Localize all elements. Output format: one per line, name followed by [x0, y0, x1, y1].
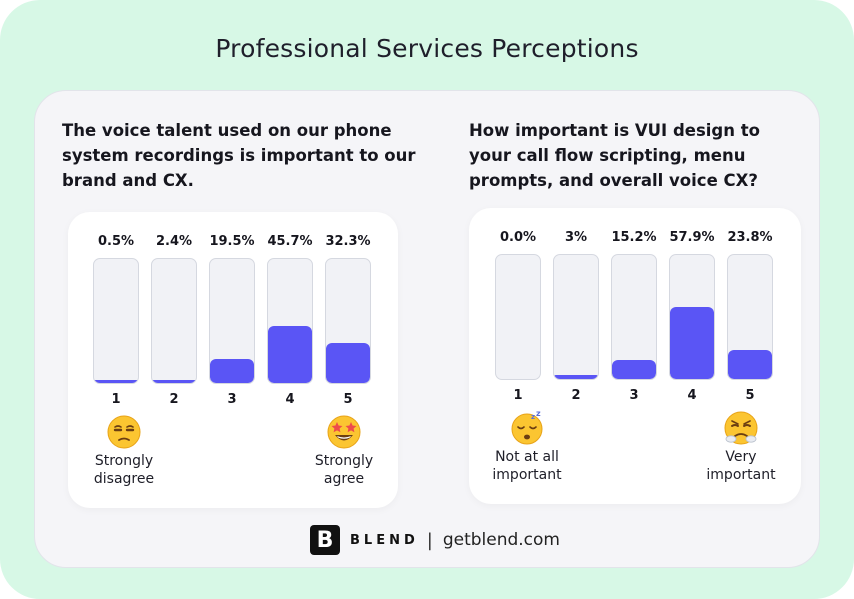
question-2-line: your call flow scripting, menu [469, 146, 746, 165]
bar [152, 380, 196, 383]
category-label: 2 [571, 388, 581, 403]
low-anchor-label: Not at all important [483, 448, 571, 484]
bar [94, 380, 138, 383]
high-anchor-label: Very important [697, 448, 785, 484]
category-label: 5 [745, 388, 755, 403]
category-label: 2 [169, 392, 179, 407]
category-label: 1 [111, 392, 121, 407]
category-label: 5 [343, 392, 353, 407]
question-1-line: The voice talent used on our phone [62, 121, 392, 140]
bar-value-label: 15.2% [611, 230, 657, 245]
category-label: 4 [687, 388, 697, 403]
bar-track [727, 254, 773, 380]
bar [210, 358, 254, 383]
question-1: The voice talent used on our phone syste… [62, 118, 416, 193]
page-title: Professional Services Perceptions [215, 34, 639, 63]
bar-value-label: 0.5% [97, 234, 135, 249]
bar-value-label: 19.5% [209, 234, 255, 249]
bar-value-label: 23.8% [727, 230, 773, 245]
bar [670, 307, 714, 379]
footer-separator: | [426, 529, 433, 551]
bar-track [553, 254, 599, 380]
high-anchor-line: agree [323, 471, 365, 487]
low-anchor-line: Not at all [495, 449, 559, 465]
bar-value-label: 45.7% [267, 234, 313, 249]
chart-panel-1: Strongly disagree Strongly agree 0.5% 1 2.… [68, 212, 398, 508]
bar [554, 375, 598, 379]
bar-value-label: 32.3% [325, 234, 371, 249]
unamused-face-icon [107, 415, 141, 449]
category-label: 3 [227, 392, 237, 407]
high-anchor-label: Strongly agree [306, 452, 382, 488]
bar-track [267, 258, 313, 384]
brand-name: BLEND [350, 532, 419, 548]
bar-value-label: 57.9% [669, 230, 715, 245]
category-label: 3 [629, 388, 639, 403]
bar-value-label: 2.4% [155, 234, 193, 249]
bar-track [325, 258, 371, 384]
category-label: 1 [513, 388, 523, 403]
question-2-line: prompts, and overall voice CX? [469, 171, 758, 190]
high-anchor-line: Very [725, 449, 757, 465]
category-label: 4 [285, 392, 295, 407]
sleeping-face-icon: z z [511, 410, 543, 445]
bar-track [495, 254, 541, 380]
low-anchor-line: Strongly [94, 453, 154, 469]
star-struck-face-icon [327, 415, 361, 449]
question-1-line: system recordings is important to our [62, 146, 416, 165]
bar-track [93, 258, 139, 384]
footer: B BLEND | getblend.com [310, 525, 560, 555]
high-anchor-line: Strongly [314, 453, 374, 469]
blend-logo-icon: B [310, 525, 340, 555]
high-anchor-line: important [706, 467, 776, 483]
bar-track [669, 254, 715, 380]
svg-text:z: z [531, 413, 535, 421]
bar [728, 349, 772, 379]
bar-value-label: 3% [564, 230, 588, 245]
low-anchor-line: disagree [93, 471, 155, 487]
bar-track [151, 258, 197, 384]
chart-panel-2: Not at all important Very important z z … [469, 208, 801, 504]
low-anchor-line: important [492, 467, 562, 483]
low-anchor-label: Strongly disagree [86, 452, 162, 488]
svg-text:z: z [536, 410, 541, 418]
bar-value-label: 0.0% [499, 230, 537, 245]
bar [612, 360, 656, 379]
question-2-line: How important is VUI design to [469, 121, 760, 140]
question-2: How important is VUI design to your call… [469, 118, 760, 193]
bar [326, 342, 370, 383]
question-1-line: brand and CX. [62, 171, 194, 190]
bar-track [209, 258, 255, 384]
bar [268, 326, 312, 383]
bar-track [611, 254, 657, 380]
website-link[interactable]: getblend.com [442, 530, 560, 550]
steam-nose-face-icon [724, 411, 758, 445]
